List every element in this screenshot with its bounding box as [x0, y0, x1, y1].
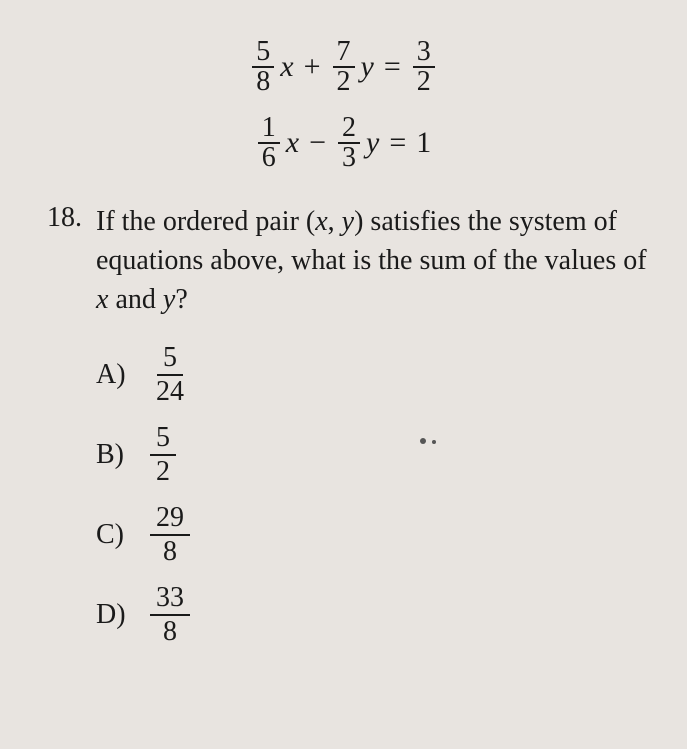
- eq1-rhs: 3 2: [413, 38, 435, 96]
- choice-c-frac: 29 8: [150, 504, 190, 566]
- choice-d-den: 8: [157, 616, 183, 646]
- eq1-rhs-den: 2: [413, 68, 435, 96]
- choice-a-den: 24: [150, 376, 190, 406]
- eq1-op1: +: [304, 52, 321, 82]
- equations-block: 5 8 x + 7 2 y = 3 2 1 6 x − 2 3 y = 1: [160, 38, 527, 172]
- choices-block: A) 5 24 B) 5 2 C) 29 8 D) 33 8: [96, 344, 647, 646]
- choice-d-num: 33: [150, 584, 190, 616]
- eq1-frac2-num: 7: [333, 38, 355, 68]
- choice-d: D) 33 8: [96, 584, 647, 646]
- paper-mark-icon: [420, 438, 426, 444]
- choice-a: A) 5 24: [96, 344, 647, 406]
- choice-d-label: D): [96, 599, 132, 631]
- choice-c-label: C): [96, 519, 132, 551]
- qtext-var2: y: [342, 206, 354, 237]
- eq1-frac1-num: 5: [252, 38, 274, 68]
- equation-2: 1 6 x − 2 3 y = 1: [160, 114, 527, 172]
- qtext-and: and: [108, 284, 162, 315]
- qtext-var3: x: [96, 284, 108, 315]
- qtext-var4: y: [163, 284, 175, 315]
- choice-a-num: 5: [157, 344, 183, 376]
- qtext-comma: ,: [328, 206, 342, 237]
- question-number: 18.: [40, 202, 82, 234]
- eq1-frac2-den: 2: [333, 68, 355, 96]
- eq2-frac1-den: 6: [258, 144, 280, 172]
- choice-d-frac: 33 8: [150, 584, 190, 646]
- choice-b-num: 5: [150, 424, 176, 456]
- eq1-var1: x: [280, 52, 293, 82]
- question-row: 18. If the ordered pair (x, y) satisfies…: [40, 202, 647, 320]
- choice-c: C) 29 8: [96, 504, 647, 566]
- eq2-frac2-den: 3: [338, 144, 360, 172]
- eq2-eq: =: [389, 128, 406, 158]
- eq1-rhs-num: 3: [413, 38, 435, 68]
- choice-b-label: B): [96, 439, 132, 471]
- choice-b: B) 5 2: [96, 424, 647, 486]
- paper-mark-icon: [432, 440, 436, 444]
- choice-c-num: 29: [150, 504, 190, 536]
- eq1-frac1-den: 8: [252, 68, 274, 96]
- choice-c-den: 8: [157, 536, 183, 566]
- equation-1: 5 8 x + 7 2 y = 3 2: [160, 38, 527, 96]
- choice-b-frac: 5 2: [150, 424, 176, 486]
- choice-a-label: A): [96, 359, 132, 391]
- choice-b-den: 2: [150, 456, 176, 486]
- qtext-var1: x: [315, 206, 327, 237]
- eq2-frac2-num: 2: [338, 114, 360, 144]
- question-text: If the ordered pair (x, y) satisfies the…: [96, 202, 647, 320]
- eq1-frac1: 5 8: [252, 38, 274, 96]
- eq2-var2: y: [366, 128, 379, 158]
- qtext-part1: If the ordered pair (: [96, 206, 315, 237]
- qtext-qmark: ?: [175, 284, 187, 315]
- eq2-op1: −: [309, 128, 326, 158]
- eq2-frac1: 1 6: [258, 114, 280, 172]
- eq1-eq: =: [384, 52, 401, 82]
- eq1-frac2: 7 2: [333, 38, 355, 96]
- eq1-var2: y: [361, 52, 374, 82]
- eq2-frac2: 2 3: [338, 114, 360, 172]
- eq2-frac1-num: 1: [258, 114, 280, 144]
- choice-a-frac: 5 24: [150, 344, 190, 406]
- eq2-rhs: 1: [416, 128, 431, 158]
- eq2-var1: x: [286, 128, 299, 158]
